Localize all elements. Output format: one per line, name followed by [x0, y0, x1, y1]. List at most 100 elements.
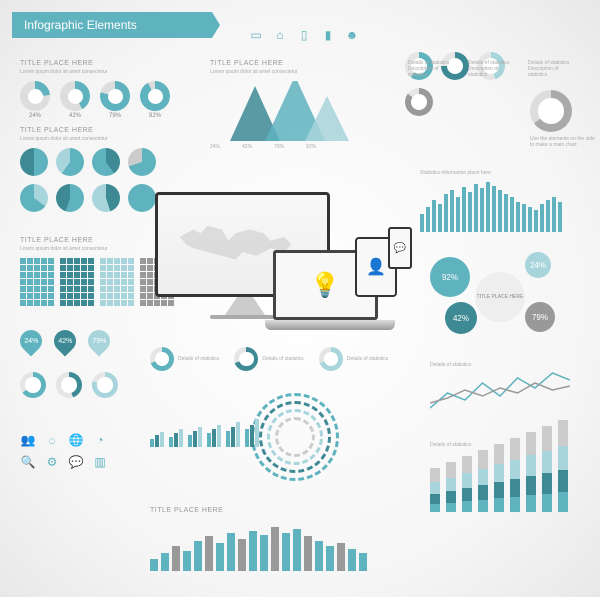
- pin-marker: 42%: [49, 325, 80, 356]
- donut-label: 24%: [20, 113, 50, 119]
- small-donuts: [20, 372, 118, 398]
- page-title: Infographic Elements: [24, 18, 137, 32]
- bar: [282, 533, 290, 571]
- bar: [271, 527, 279, 571]
- donut-label: 92%: [140, 113, 170, 119]
- bar: [359, 553, 367, 571]
- bubble-chart: TITLE PLACE HERE92%42%24%79%: [430, 247, 570, 347]
- bubble-center: TITLE PLACE HERE: [475, 272, 525, 322]
- bar: [150, 559, 158, 571]
- bar: [558, 202, 562, 232]
- line-series: [430, 373, 570, 408]
- bar: [205, 536, 213, 571]
- pie-chart: [20, 184, 48, 212]
- bar: [337, 543, 345, 571]
- bar: [504, 194, 508, 232]
- stacked-bars-right: Details of statistics: [430, 442, 568, 512]
- section-sub: Lorem ipsum dolor sit amet consectetur: [20, 69, 170, 75]
- matrix-chart: [60, 258, 94, 306]
- donut-chart: [100, 81, 130, 111]
- bar-group: [150, 432, 164, 447]
- segment-donut: [319, 347, 343, 371]
- bar: [462, 187, 466, 232]
- bar-group: [188, 427, 202, 447]
- pie-chart: [92, 148, 120, 176]
- donut-label: 79%: [100, 113, 130, 119]
- segment-label: Details of statistics: [347, 356, 388, 362]
- page-title-banner: Infographic Elements: [12, 12, 212, 38]
- pie-icon: ◔: [92, 432, 108, 448]
- pie-chart: [56, 148, 84, 176]
- hint-text: Use the elements on the side to make a m…: [530, 136, 600, 148]
- pie-chart: [128, 148, 156, 176]
- bar: [444, 194, 448, 232]
- stat-label: Details of statisticsDescription of stat…: [468, 60, 518, 78]
- bar-group: [245, 419, 259, 447]
- bar-cluster-right: [420, 182, 562, 232]
- bubble: 92%: [430, 257, 470, 297]
- segment-label: Details of statistics: [262, 356, 303, 362]
- monitor-icon: ▭: [248, 27, 264, 43]
- bulb-icon: 💡: [310, 271, 340, 300]
- bar-icon: ▥: [92, 454, 108, 470]
- bar: [315, 541, 323, 571]
- section-sub: Lorem ipsum dolor sit amet consectetur: [210, 69, 360, 75]
- network-icon: ೦: [44, 432, 60, 448]
- stat-info-label: Statistics information place here: [420, 170, 491, 176]
- section-title: TITLE PLACE HERE: [150, 507, 367, 514]
- stacked-bar: [510, 438, 520, 512]
- segment-donuts: Details of statistics Details of statisti…: [150, 347, 388, 371]
- section-sub: Lorem ipsum dolor sit amet consectetur: [20, 246, 174, 252]
- stacked-bar: [462, 456, 472, 512]
- section-title: TITLE PLACE HERE: [20, 127, 170, 134]
- laptop-icon: ⌂: [272, 27, 288, 43]
- bar: [510, 197, 514, 232]
- pie-chart: [128, 184, 156, 212]
- bar: [161, 553, 169, 571]
- bar-group: [226, 422, 240, 447]
- people-icon: 👥: [20, 432, 36, 448]
- small-donut: [20, 372, 46, 398]
- bubble: 24%: [525, 252, 551, 278]
- gray-ring: Use the elements on the side to make a m…: [530, 90, 600, 148]
- device-icons-row: ▭ ⌂ ▯ ▮ ☻: [248, 27, 360, 43]
- donut-chart: [140, 81, 170, 111]
- pin-marker: 24%: [15, 325, 46, 356]
- donut-section-1: TITLE PLACE HERE Lorem ipsum dolor sit a…: [20, 60, 170, 119]
- bar: [540, 204, 544, 232]
- bar-segments-bottom: [150, 397, 259, 447]
- bar: [468, 192, 472, 232]
- bar: [293, 529, 301, 571]
- matrix-section: TITLE PLACE HERE Lorem ipsum dolor sit a…: [20, 237, 174, 306]
- donut-chart: [60, 81, 90, 111]
- bar: [304, 536, 312, 571]
- donut-label: 42%: [60, 113, 90, 119]
- segment-donut: [234, 347, 258, 371]
- stacked-bar: [494, 444, 504, 512]
- bar: [534, 210, 538, 232]
- tablet-icon: ▯: [296, 27, 312, 43]
- bar: [552, 197, 556, 232]
- area-chart-section: TITLE PLACE HERE Lorem ipsum dolor sit a…: [210, 60, 360, 150]
- bubble: 42%: [445, 302, 477, 334]
- ring-chart: [405, 88, 433, 116]
- stacked-bar: [430, 468, 440, 512]
- bar: [474, 184, 478, 232]
- bar: [546, 200, 550, 232]
- bar: [426, 207, 430, 232]
- bar: [432, 200, 436, 232]
- bar: [516, 202, 520, 232]
- pie-section: TITLE PLACE HERE Lorem ipsum dolor sit a…: [20, 127, 170, 212]
- line-chart-section: Details of statistics: [430, 362, 570, 420]
- bar: [450, 190, 454, 232]
- stacked-bar: [542, 426, 552, 512]
- bar: [238, 539, 246, 571]
- small-donut: [92, 372, 118, 398]
- bar: [480, 188, 484, 232]
- bottom-bar-section: TITLE PLACE HERE: [150, 507, 367, 571]
- segment-donut: [150, 347, 174, 371]
- area-label: 24%: [210, 144, 220, 150]
- user-icon: ☻: [344, 27, 360, 43]
- matrix-chart: [100, 258, 134, 306]
- line-chart: [430, 368, 570, 418]
